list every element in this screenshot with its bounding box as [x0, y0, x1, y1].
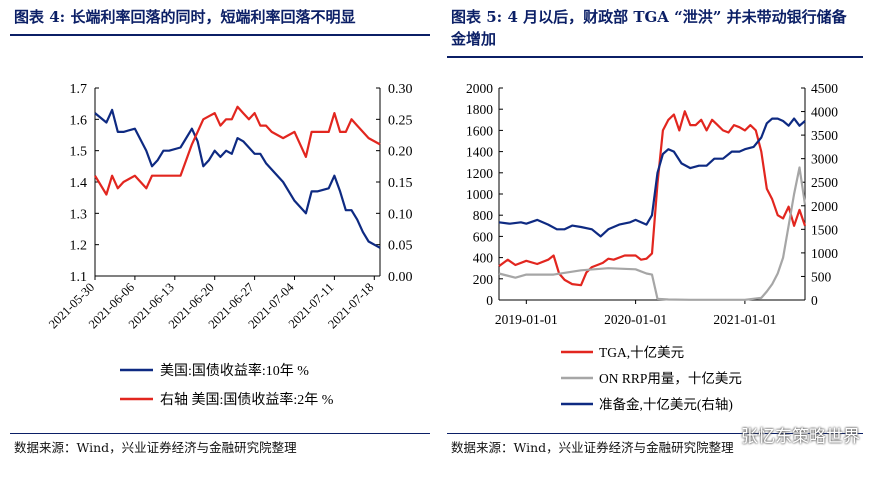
- right-y-tick-label: 4000: [811, 105, 838, 120]
- right-y-tick-label: 2500: [811, 175, 838, 190]
- tga-line: [498, 110, 807, 287]
- left-y-tick-label: 1600: [466, 123, 493, 138]
- legend-label: 美国:国债收益率:10年 %: [160, 362, 309, 379]
- left-y-tick-label: 400: [473, 251, 494, 266]
- left-y-tick-label: 1400: [466, 145, 493, 160]
- right-y-tick-label: 0: [811, 293, 818, 308]
- left-y-tick-label: 1.2: [70, 239, 88, 254]
- right-y-tick-label: 3500: [811, 128, 838, 143]
- left-title-rule: [10, 34, 430, 36]
- us-2y-yield-line: [94, 105, 381, 196]
- right-y-tick-label: 0.25: [388, 113, 413, 128]
- left-figure-title-text: 长端利率回落的同时，短端利率回落不明显: [70, 8, 356, 26]
- left-y-tick-label: 1.1: [70, 270, 88, 285]
- right-y-tick-label: 500: [811, 269, 832, 284]
- left-y-tick-label: 1200: [466, 166, 493, 181]
- left-source-note: 数据来源：Wind，兴业证券经济与金融研究院整理: [14, 440, 297, 455]
- left-y-tick-label: 1.7: [70, 82, 88, 97]
- on-rrp-line: [498, 166, 807, 301]
- x-tick-label: 2019-01-01: [495, 312, 558, 327]
- right-y-tick-label: 0.00: [388, 270, 413, 285]
- legend-label: 右轴 美国:国债收益率:2年 %: [160, 391, 334, 408]
- left-y-tick-label: 1800: [466, 102, 493, 117]
- left-y-tick-label: 800: [473, 208, 494, 223]
- x-tick-label: 2021-01-01: [713, 312, 776, 327]
- left-line-chart: 1.1 1.2 1.3 1.4 1.5 1.6 1.7 0.00 0.05 0.10 0.15 0.2…: [46, 82, 413, 408]
- right-source-rule: [447, 433, 863, 434]
- right-figure-panel: 图表 5: 4 月以后，财政部 TGA “泄洪” 并未带动银行储备金增加 0 20…: [437, 0, 870, 477]
- left-y-tick-label: 200: [473, 272, 494, 287]
- legend-label: TGA,十亿美元: [599, 345, 684, 360]
- right-y-tick-label: 1000: [811, 246, 838, 261]
- right-y-tick-label: 1500: [811, 222, 838, 237]
- right-figure-title-text: 4 月以后，财政部 TGA “泄洪” 并未带动银行储备金增加: [451, 8, 847, 48]
- right-title-rule: [447, 56, 863, 58]
- right-y-tick-label: 0.10: [388, 207, 413, 222]
- left-y-tick-label: 1.5: [70, 145, 88, 160]
- left-y-tick-label: 1000: [466, 187, 493, 202]
- left-y-tick-label: 2000: [466, 81, 493, 96]
- left-y-tick-label: 1.6: [70, 113, 88, 128]
- left-y-tick-label: 1.4: [70, 176, 88, 191]
- left-y-tick-label: 1.3: [70, 207, 88, 222]
- right-y-tick-label: 4500: [811, 81, 838, 96]
- right-y-tick-label: 2000: [811, 199, 838, 214]
- right-y-tick-label: 3000: [811, 152, 838, 167]
- reserves-line: [498, 117, 806, 238]
- right-y-tick-label: 0.30: [388, 82, 413, 97]
- wechat-watermark: 张忆东策略世界: [741, 427, 860, 447]
- left-y-tick-label: 600: [473, 229, 494, 244]
- right-y-tick-label: 0.15: [388, 176, 413, 191]
- left-figure-panel: 图表 4: 长端利率回落的同时，短端利率回落不明显 1.1 1.2 1.3 1.4 1.…: [10, 6, 430, 455]
- left-y-tick-label: 0: [486, 293, 493, 308]
- left-figure-number: 图表 4:: [14, 8, 66, 26]
- right-figure-number: 图表 5:: [451, 8, 503, 26]
- legend-label: ON RRP用量，十亿美元: [599, 371, 742, 386]
- us-10y-yield-line: [94, 108, 381, 249]
- legend-label: 准备金,十亿美元(右轴): [599, 396, 733, 412]
- left-figure-title: 图表 4: 长端利率回落的同时，短端利率回落不明显: [14, 6, 414, 28]
- right-source-note: 数据来源：Wind，兴业证券经济与金融研究院整理: [451, 440, 734, 455]
- right-y-tick-label: 0.20: [388, 145, 413, 160]
- right-line-chart: 0 200 400 600 800 1000 1200 1400 1600 1800 2000 0 50…: [466, 81, 838, 412]
- x-tick-label: 2020-01-01: [604, 312, 667, 327]
- right-figure-title: 图表 5: 4 月以后，财政部 TGA “泄洪” 并未带动银行储备金增加: [451, 6, 861, 50]
- right-y-tick-label: 0.05: [388, 239, 413, 254]
- left-source-rule: [10, 433, 430, 434]
